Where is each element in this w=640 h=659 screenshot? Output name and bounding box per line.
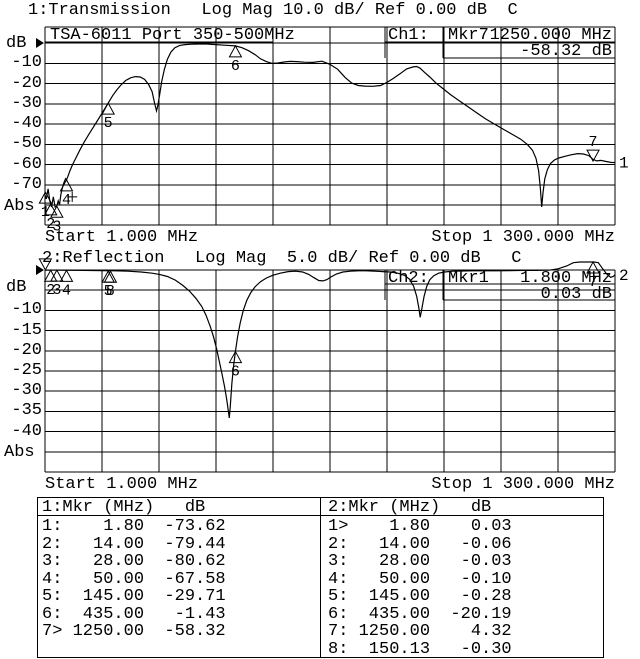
ch1-marker-7-icon [586,149,600,163]
ch1-trace-id-label: 1 [619,154,629,172]
table1-rows: 1: 1.80 -73.62 2: 14.00 -79.44 3: 28.00 … [42,517,226,641]
ch2-marker-6-label: 6 [231,364,240,381]
ch1-abs-label: Abs [4,197,35,216]
table2-header: 2:Mkr (MHz) dB [328,498,492,517]
ch1-marker-3-label: 3 [52,218,61,235]
ch1-marker-7-label: 7 [589,134,598,151]
ch1-readout-value: -58.32 dB [520,42,612,61]
ch1-marker-1-label: 1 [41,204,50,221]
ch1-y-tick-label: -50 [11,134,42,153]
ch1-y-tick-label: -60 [11,155,42,174]
table1-header: 1:Mkr (MHz) dB [42,498,206,517]
marker-tables-divider [320,497,321,658]
ch1-y-tick-label: -20 [11,74,42,93]
ch2-marker-7-icon [586,260,600,274]
ch2-y-tick-label: -35 [11,401,42,420]
ch2-readout-value: 0.03 dB [540,285,612,304]
ch1-marker-6-icon [228,44,243,58]
ch2-marker-3-icon [50,269,64,282]
ch2-marker-2-label: 2 [46,282,55,299]
ch2-marker-5-icon [101,270,116,283]
marker-tables-header-rule [37,515,603,516]
ch2-marker-4-label: 4 [62,282,71,299]
table2-rows: 1> 1.80 0.03 2: 14.00 -0.06 3: 28.00 -0.… [328,517,512,659]
ch2-readout-marker: Mkr1 [448,269,489,288]
ch2-marker-2-icon [43,269,58,282]
ch2-trace [44,261,616,418]
ch2-ref-level-arrow-icon [36,265,44,275]
ch1-y-unit-label: dB [6,34,27,53]
ch2-y-unit-label: dB [6,278,27,297]
ch2-readout-freq: 1.800 MHz [520,269,612,288]
ch1-annotation: TSA-6011 Port 350-500MHz [50,26,295,45]
ch1-marker-3-icon [50,205,64,218]
ch1-marker-1-icon [38,191,53,204]
ch2-start-label: Start 1.000 MHz [45,475,199,494]
ch2-y-tick-label: -25 [11,361,42,380]
ch1-y-tick-label: -10 [11,53,42,72]
ch1-marker-2-icon [43,202,58,216]
ch1-marker-5-label: 5 [104,115,113,132]
ch2-abs-label: Abs [4,443,35,462]
ch2-marker-7-label: 7 [589,274,598,291]
ch1-start-label: Start 1.000 MHz [45,228,199,247]
ch1-readout-freq: 1250.000 MHz [489,26,612,45]
ch2-marker-3-label: 3 [52,282,61,299]
ch2-header: 2:Reflection Log Mag 5.0 dB/ Ref 0.00 dB… [42,249,522,268]
ch2-marker-8-label: 8 [106,283,115,300]
ch1-marker-plus-icon [67,191,78,202]
ch2-marker-4-icon [59,269,74,282]
ch1-marker-4-icon [59,178,74,192]
ch2-y-tick-label: -20 [11,341,42,360]
ch2-marker-6-icon [228,350,243,364]
ch2-readout-channel: Ch2: [388,269,429,288]
ch1-readout-channel: Ch1: [388,26,429,45]
ch2-trace-id-label: 2 [619,267,629,285]
ch2-marker-5-label: 5 [104,283,113,300]
ch1-marker-6-label: 6 [231,58,240,75]
ch1-trace [44,43,615,208]
ch2-marker-1-icon [38,258,53,271]
ch1-ref-level-arrow-icon [36,38,44,48]
ch1-y-tick-label: -40 [11,114,42,133]
ch2-y-tick-label: -40 [11,422,42,441]
ch1-marker-2-label: 2 [46,216,55,233]
ch1-readout-marker: Mkr7 [448,26,489,45]
ch1-header: 1:Transmission Log Mag 10.0 dB/ Ref 0.00… [28,1,518,20]
ch2-y-tick-label: -15 [11,321,42,340]
ch1-y-tick-label: -70 [11,175,42,194]
ch2-stop-label: Stop 1 300.000 MHz [431,475,615,494]
ch1-stop-label: Stop 1 300.000 MHz [431,228,615,247]
ch1-marker-4-label: 4 [62,192,71,209]
ch2-y-tick-label: -30 [11,381,42,400]
ch2-marker-8-icon [103,270,118,283]
ch1-marker-5-icon [101,102,116,115]
ch2-y-tick-label: -10 [11,300,42,319]
ch1-y-tick-label: -30 [11,94,42,113]
